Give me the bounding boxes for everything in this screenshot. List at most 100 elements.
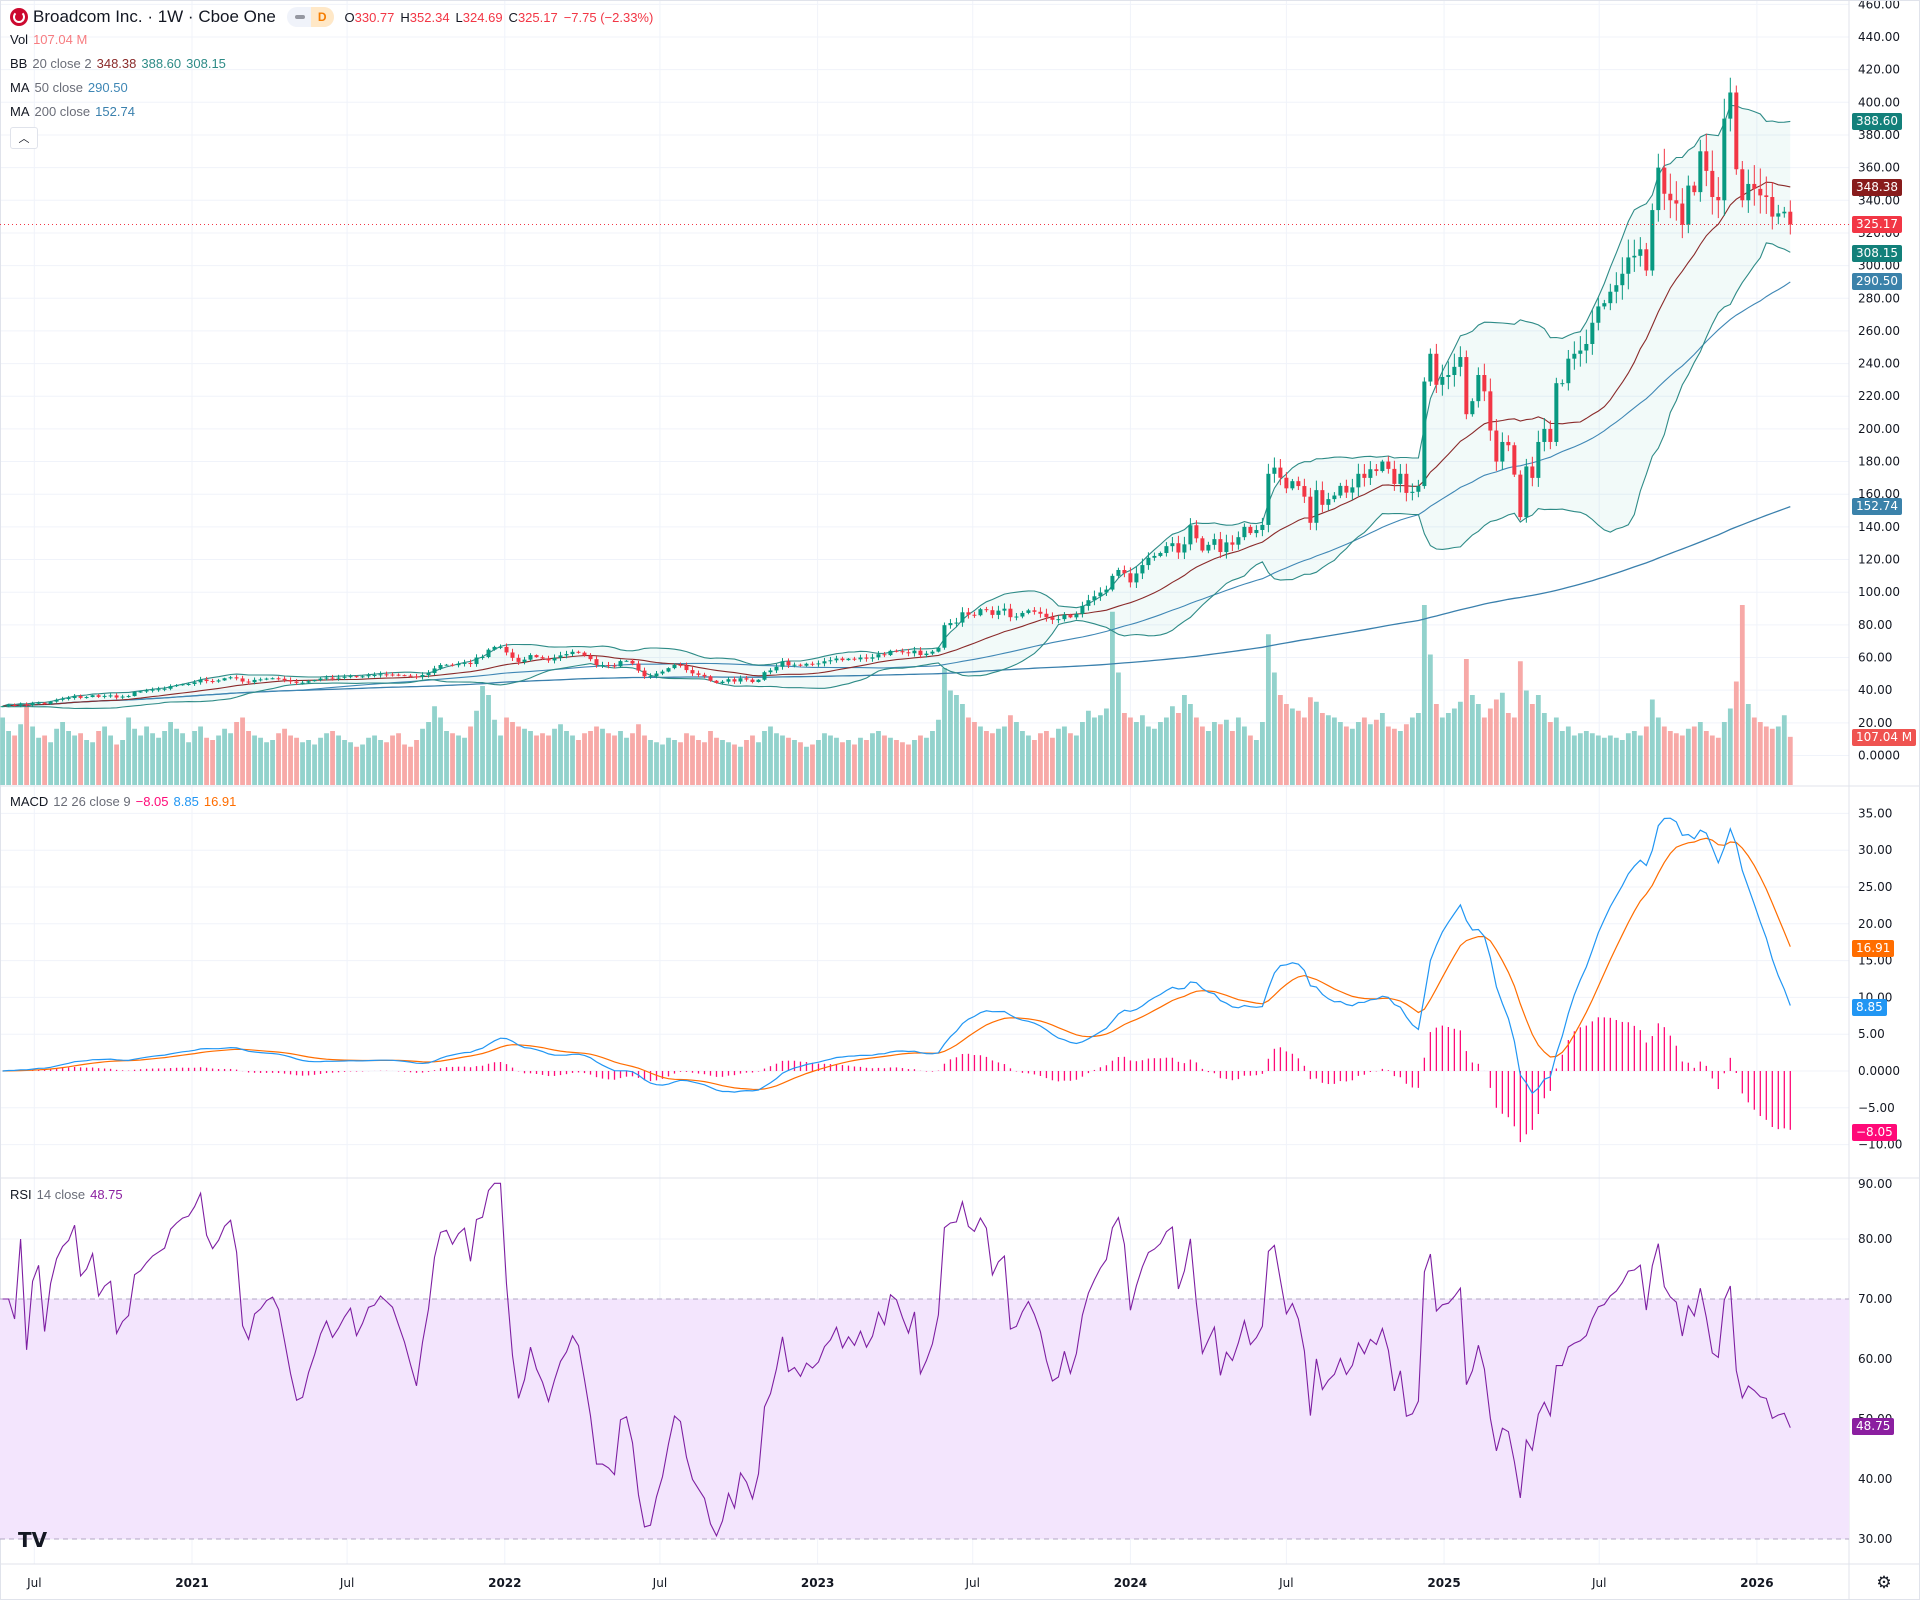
candle-body bbox=[624, 660, 629, 662]
volume-bar bbox=[1631, 731, 1637, 785]
candle-body bbox=[564, 654, 569, 656]
candle bbox=[1356, 463, 1361, 496]
dash-icon bbox=[294, 15, 305, 19]
candle bbox=[1266, 463, 1271, 533]
volume-bar bbox=[432, 706, 437, 785]
candle-body bbox=[702, 674, 707, 677]
candle bbox=[216, 678, 221, 683]
candle bbox=[612, 663, 617, 669]
candle bbox=[1392, 460, 1397, 491]
candle-body bbox=[1116, 569, 1121, 576]
candle-body bbox=[1326, 499, 1331, 505]
candle-body bbox=[942, 625, 947, 648]
volume-bar bbox=[618, 731, 623, 785]
macd-legend[interactable]: MACD 12 26 close 9 −8.05 8.85 16.91 bbox=[10, 794, 236, 809]
volume-legend[interactable]: Vol 107.04 M bbox=[10, 32, 87, 47]
candle bbox=[1176, 535, 1181, 559]
candle bbox=[1218, 531, 1223, 559]
candle bbox=[120, 694, 125, 700]
candle bbox=[750, 678, 755, 684]
price-axis-label: 240.00 bbox=[1858, 357, 1900, 371]
candle bbox=[1716, 177, 1721, 219]
candle bbox=[546, 655, 551, 663]
candle-body bbox=[642, 670, 647, 677]
candle bbox=[1146, 552, 1151, 570]
candle bbox=[696, 670, 701, 678]
candle-body bbox=[456, 663, 461, 666]
ma50-legend[interactable]: MA 50 close 290.50 bbox=[10, 80, 128, 95]
candle bbox=[798, 663, 803, 667]
candle-body bbox=[1566, 358, 1571, 384]
rsi-legend[interactable]: RSI 14 close 48.75 bbox=[10, 1187, 123, 1202]
volume-bar bbox=[1223, 719, 1229, 785]
candle bbox=[1158, 551, 1163, 558]
volume-bar bbox=[1247, 735, 1253, 785]
volume-bar bbox=[630, 733, 635, 785]
candle bbox=[1128, 567, 1133, 588]
tradingview-logo-icon[interactable]: 𝗧𝗩 bbox=[18, 1528, 48, 1552]
volume-bar bbox=[780, 735, 785, 785]
candles bbox=[0, 77, 1793, 708]
candle bbox=[1410, 483, 1415, 501]
candle bbox=[1440, 364, 1445, 396]
chart-settings-icon[interactable]: ⚙ bbox=[1876, 1573, 1892, 1592]
ma50-axis-badge: 290.50 bbox=[1852, 273, 1902, 290]
candle bbox=[1026, 608, 1031, 615]
candle bbox=[0, 705, 5, 708]
candle-body bbox=[330, 677, 335, 679]
candle-body bbox=[924, 653, 929, 656]
volume-bar bbox=[552, 728, 557, 785]
volume-bar bbox=[1086, 710, 1091, 785]
candle bbox=[384, 671, 389, 677]
candle bbox=[276, 676, 281, 681]
candle bbox=[822, 657, 827, 667]
volume-bar bbox=[888, 737, 893, 785]
price-axis-label: 280.00 bbox=[1858, 291, 1900, 305]
rsi-pane bbox=[0, 1182, 1849, 1540]
time-axis-label: Jul bbox=[964, 1576, 979, 1590]
candle-body bbox=[1488, 391, 1493, 431]
volume-bar bbox=[576, 740, 581, 785]
symbol-title[interactable]: Broadcom Inc. · 1W · Cboe One bbox=[33, 7, 276, 26]
collapse-legend-button[interactable]: ︿ bbox=[10, 127, 38, 149]
candle bbox=[558, 651, 563, 661]
candle bbox=[438, 663, 443, 671]
candle-body bbox=[906, 652, 911, 654]
volume-bar bbox=[600, 728, 605, 785]
candle-body bbox=[1338, 485, 1343, 496]
high-value: 352.34 bbox=[409, 9, 450, 25]
candle bbox=[1542, 418, 1547, 452]
candle-body bbox=[300, 682, 305, 684]
volume-bar bbox=[966, 717, 971, 785]
market-status-badge[interactable]: D bbox=[286, 7, 334, 27]
candle bbox=[1086, 594, 1091, 611]
candle-body bbox=[1374, 469, 1379, 472]
candle-body bbox=[180, 684, 185, 686]
candle-body bbox=[1158, 553, 1163, 556]
candle-body bbox=[150, 689, 155, 691]
bb-legend[interactable]: BB 20 close 2 348.38 388.60 308.15 bbox=[10, 56, 226, 71]
volume-bar bbox=[690, 735, 695, 785]
candle-body bbox=[534, 655, 539, 658]
candle-body bbox=[1356, 473, 1361, 488]
ma200-legend[interactable]: MA 200 close 152.74 bbox=[10, 104, 135, 119]
volume-bar bbox=[1595, 735, 1601, 785]
volume-bar bbox=[474, 710, 479, 785]
candle bbox=[1524, 458, 1529, 523]
volume-bar bbox=[1116, 672, 1121, 785]
symbol-legend[interactable]: Broadcom Inc. · 1W · Cboe One D O330.77 … bbox=[10, 7, 653, 27]
candle bbox=[924, 650, 929, 658]
candle-body bbox=[276, 678, 281, 680]
candle-body bbox=[1650, 210, 1655, 271]
candle-body bbox=[984, 609, 989, 611]
candle-body bbox=[1140, 565, 1145, 574]
candle bbox=[1590, 310, 1595, 355]
candle bbox=[1602, 299, 1607, 310]
candle bbox=[954, 617, 959, 628]
candle bbox=[1488, 378, 1493, 441]
candle bbox=[594, 656, 599, 668]
volume-bar bbox=[1673, 733, 1679, 785]
candle bbox=[426, 670, 431, 678]
candle bbox=[978, 607, 983, 617]
